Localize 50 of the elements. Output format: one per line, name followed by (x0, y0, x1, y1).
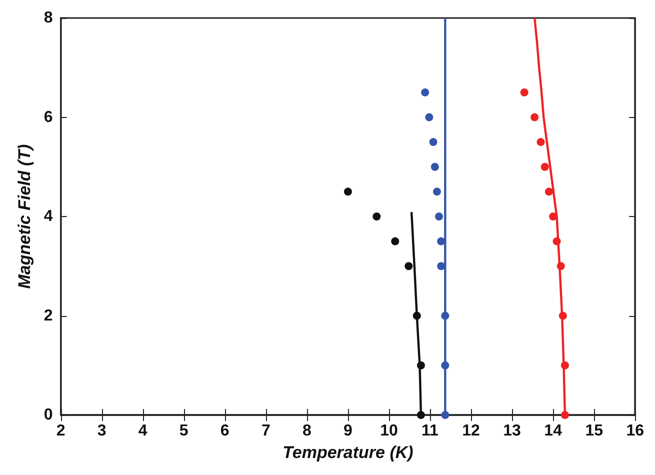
x-tick-label: 6 (220, 422, 230, 440)
point (530, 113, 539, 122)
point (558, 312, 567, 320)
y-tick-label: 8 (44, 10, 53, 26)
point (344, 188, 352, 196)
point (416, 411, 425, 419)
x-tick-label: 14 (544, 422, 562, 440)
x-tick-label: 7 (261, 422, 270, 440)
x-tick-label: 10 (380, 422, 398, 440)
point (540, 162, 549, 171)
point (441, 361, 450, 370)
y-tick-label: 6 (44, 108, 53, 126)
point (560, 361, 569, 370)
x-axis-title: Temperature (K) (282, 442, 414, 462)
point (556, 262, 565, 270)
point (560, 411, 569, 419)
y-tick-label: 0 (44, 406, 53, 424)
point (520, 88, 528, 96)
x-tick-label: 12 (462, 422, 480, 440)
point (437, 237, 446, 246)
point (552, 237, 561, 246)
x-tick-label: 15 (585, 422, 604, 440)
x-tick-label: 9 (343, 422, 352, 440)
point (544, 188, 553, 196)
x-tick-label: 4 (138, 422, 148, 440)
point (441, 411, 450, 419)
x-tick-label: 16 (626, 422, 644, 440)
point (416, 361, 425, 370)
point (391, 237, 400, 246)
x-tick-label: 13 (503, 422, 522, 440)
y-axis-title: Magnetic Field (T) (15, 144, 34, 289)
point (437, 262, 446, 270)
x-tick-label: 11 (422, 422, 439, 440)
point (536, 138, 545, 146)
point (430, 162, 439, 171)
point (441, 312, 450, 320)
point (421, 88, 430, 96)
x-tick-label: 2 (56, 422, 66, 440)
point (372, 212, 381, 220)
point (429, 138, 438, 146)
x-tick-label: 5 (179, 422, 188, 440)
x-tick-label: 8 (302, 422, 312, 440)
y-tick-label: 4 (44, 208, 53, 225)
point (432, 188, 441, 196)
point (425, 113, 434, 122)
point (404, 262, 413, 270)
y-tick-label: 2 (44, 307, 53, 324)
point (412, 312, 421, 320)
x-tick-label: 3 (97, 422, 106, 440)
point (435, 212, 444, 220)
